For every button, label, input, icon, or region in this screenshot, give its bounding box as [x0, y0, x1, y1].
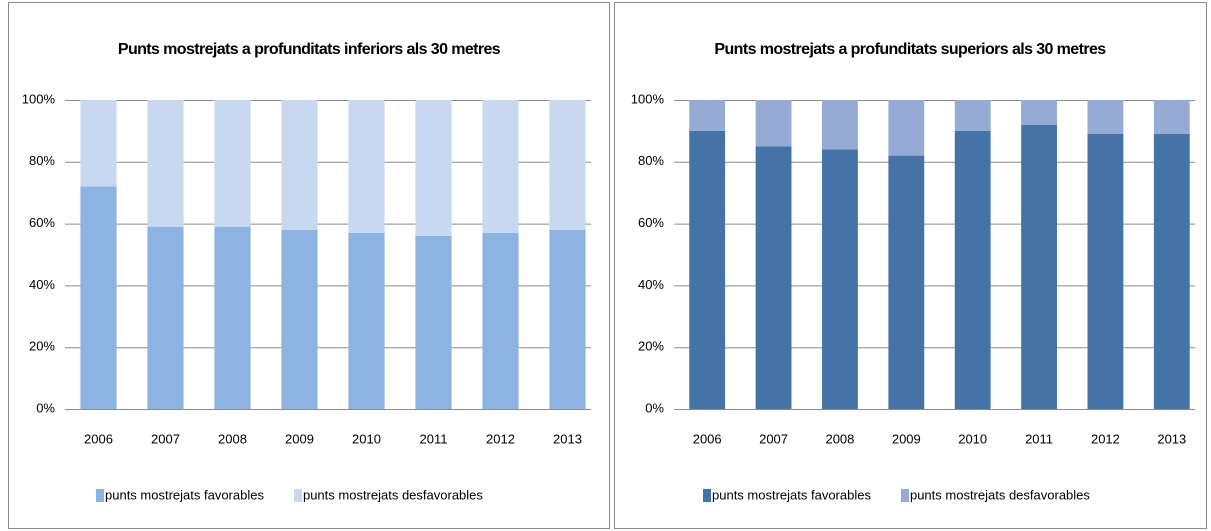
y-tick-label: 20%: [29, 339, 55, 354]
bar: [549, 229, 586, 409]
legend-label: punts mostrejats favorables: [105, 487, 264, 502]
bar: [147, 100, 184, 227]
legend-label: punts mostrejats desfavorables: [910, 487, 1090, 502]
bar: [954, 130, 991, 409]
x-tick-label: 2011: [420, 431, 448, 446]
bar: [348, 100, 385, 233]
legend-label: punts mostrejats favorables: [712, 487, 871, 502]
bar: [415, 100, 452, 236]
y-tick-label: 60%: [29, 215, 55, 230]
bar: [214, 100, 251, 227]
bar: [80, 186, 117, 409]
bar: [281, 229, 318, 409]
y-tick-label: 0%: [36, 400, 55, 415]
x-tick-label: 2006: [84, 431, 113, 446]
bar: [1021, 100, 1057, 125]
bar: [822, 100, 858, 150]
x-tick-label: 2012: [1091, 431, 1120, 446]
y-tick-label: 100%: [22, 91, 56, 106]
x-tick-label: 2006: [693, 431, 722, 446]
bar: [888, 100, 925, 156]
bar: [1087, 133, 1124, 410]
y-tick-label: 80%: [638, 153, 664, 168]
bar: [1021, 124, 1057, 409]
bar: [755, 146, 792, 409]
y-tick-label: 40%: [29, 277, 55, 292]
bar: [822, 149, 858, 409]
x-tick-label: 2007: [151, 431, 180, 446]
legend-swatch: [293, 489, 302, 502]
legend-swatch: [703, 489, 711, 502]
bar: [482, 232, 519, 409]
legend-label: punts mostrejats desfavorables: [303, 487, 483, 502]
x-tick-label: 2009: [285, 431, 314, 446]
bar: [147, 226, 184, 409]
y-tick-label: 60%: [638, 215, 664, 230]
bar: [888, 155, 925, 409]
legend-swatch: [96, 489, 104, 502]
x-tick-label: 2013: [553, 431, 582, 446]
x-tick-label: 2012: [486, 431, 515, 446]
x-tick-label: 2011: [1025, 431, 1053, 446]
x-tick-label: 2007: [759, 431, 788, 446]
bar: [214, 226, 251, 409]
bar: [482, 100, 519, 233]
bar: [549, 100, 586, 230]
bar: [755, 100, 792, 147]
bar: [689, 100, 726, 131]
y-tick-label: 40%: [638, 277, 664, 292]
y-tick-label: 80%: [29, 153, 55, 168]
bar: [1087, 100, 1124, 134]
bar: [348, 232, 385, 409]
y-tick-label: 100%: [631, 91, 665, 106]
bar: [281, 100, 318, 230]
bar: [1153, 133, 1190, 410]
bar: [954, 100, 991, 131]
x-tick-label: 2010: [352, 431, 381, 446]
y-tick-label: 0%: [645, 400, 664, 415]
bar: [689, 130, 726, 409]
x-tick-label: 2010: [958, 431, 987, 446]
x-tick-label: 2008: [218, 431, 247, 446]
x-tick-label: 2009: [892, 431, 921, 446]
bar: [80, 100, 117, 187]
bar: [415, 235, 452, 409]
chart-title: Punts mostrejats a profunditats inferior…: [118, 41, 501, 58]
legend-swatch: [900, 489, 909, 502]
x-tick-label: 2013: [1157, 431, 1186, 446]
x-tick-label: 2008: [825, 431, 854, 446]
chart-title: Punts mostrejats a profunditats superior…: [714, 41, 1106, 58]
bar: [1153, 100, 1190, 134]
y-tick-label: 20%: [638, 339, 664, 354]
